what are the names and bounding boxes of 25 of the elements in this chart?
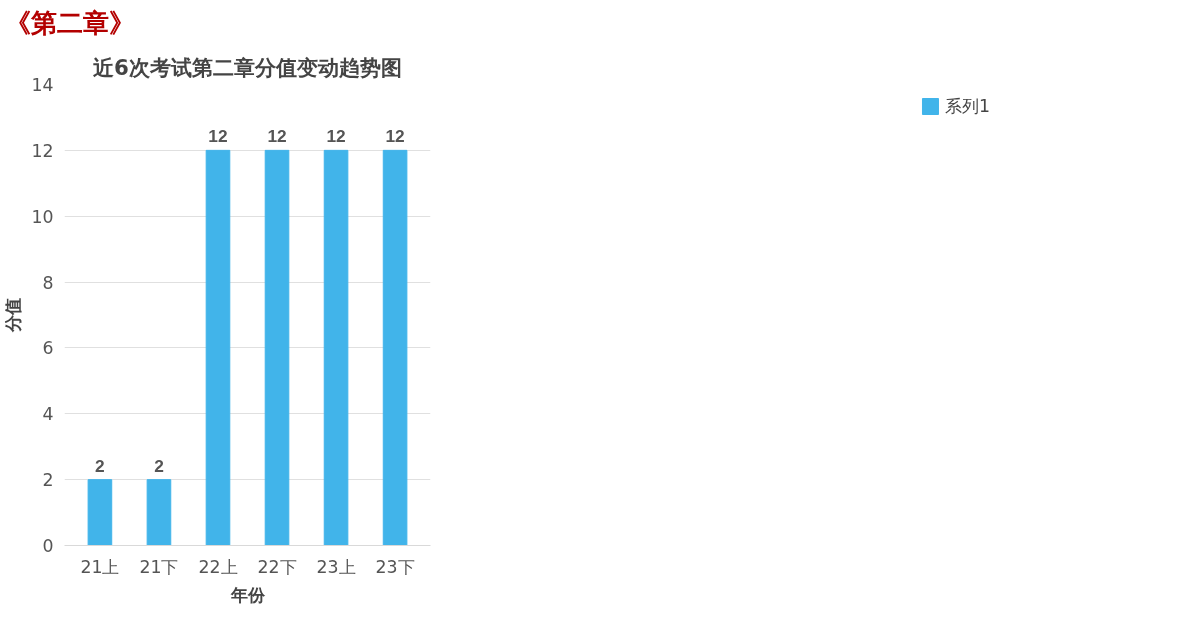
x-tick-label: 23上 [316, 556, 356, 577]
x-tick-label: 23下 [375, 556, 415, 577]
x-tick-label: 22上 [198, 556, 238, 577]
data-label: 2 [95, 455, 105, 476]
data-label: 12 [385, 126, 405, 147]
y-tick-label: 10 [31, 206, 54, 227]
x-tick-label: 21上 [80, 556, 120, 577]
y-tick-label: 6 [42, 338, 54, 359]
data-label: 12 [326, 126, 346, 147]
y-tick-label: 14 [31, 75, 54, 96]
data-label: 12 [208, 126, 228, 147]
y-tick-label: 0 [42, 536, 54, 557]
legend-label: 系列1 [944, 95, 990, 119]
y-tick-label: 4 [42, 404, 54, 425]
data-label: 2 [154, 455, 164, 476]
data-label: 12 [267, 126, 287, 147]
text: 《第二章》 [5, 7, 135, 40]
y-tick-label: 2 [42, 470, 54, 491]
x-tick-label: 22下 [257, 556, 297, 577]
x-axis-title: 年份 [229, 584, 266, 605]
chart-title: 近6次考试第二章分值变动趋势图 [92, 54, 402, 80]
y-tick-label: 8 [42, 272, 54, 293]
y-tick-label: 12 [31, 141, 54, 161]
y-axis-title: 分值 [3, 298, 24, 334]
x-tick-label: 21下 [139, 556, 179, 577]
